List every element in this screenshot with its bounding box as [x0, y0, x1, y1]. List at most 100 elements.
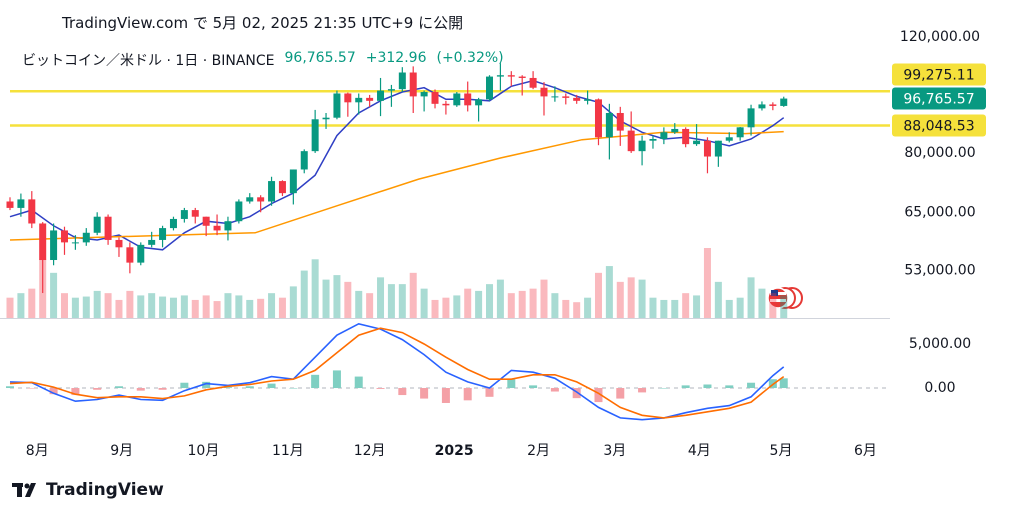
x-tick-label: 2月	[527, 443, 550, 459]
candle-body	[496, 75, 504, 77]
candle-body	[693, 140, 701, 145]
histogram-bar	[180, 382, 189, 389]
candle-body	[736, 127, 744, 138]
volume-bar	[780, 295, 788, 318]
candle-body	[660, 132, 668, 139]
flag-stripe	[770, 299, 786, 302]
histogram-bar	[747, 382, 756, 389]
volume-bar	[682, 293, 690, 318]
volume-bar	[115, 299, 123, 318]
candle-body	[573, 97, 581, 101]
histogram-bar	[550, 388, 559, 392]
histogram-bar	[659, 388, 668, 389]
candle-body	[137, 244, 145, 263]
volume-bar	[747, 277, 755, 318]
candle-body	[344, 93, 352, 103]
histogram-bar	[441, 388, 450, 403]
volume-bar	[28, 288, 36, 318]
volume-bar	[409, 272, 417, 318]
macd-line	[9, 322, 785, 421]
candle-body	[169, 218, 177, 229]
volume-bar	[213, 301, 221, 318]
volume-bar	[333, 275, 341, 318]
volume-bar	[584, 297, 592, 318]
volume-bar	[758, 288, 766, 318]
volume-bar	[551, 293, 559, 318]
volume-bar	[224, 293, 232, 318]
histogram-bar	[616, 388, 625, 399]
histogram-bar	[703, 384, 712, 389]
candle-body	[486, 76, 494, 100]
candle-body	[725, 137, 733, 141]
volume-bar	[148, 293, 156, 318]
candle-body	[747, 108, 755, 128]
volume-bar	[104, 293, 112, 318]
candle-body	[714, 140, 722, 157]
volume-bar	[180, 295, 188, 318]
volume-bar	[573, 302, 581, 318]
candle-body	[278, 181, 286, 194]
candle-body	[518, 76, 526, 78]
candle-body	[202, 216, 210, 226]
candle-body	[605, 112, 613, 138]
volume-bar	[496, 279, 504, 318]
volume-bar	[300, 270, 308, 318]
candle-body	[246, 197, 254, 202]
volume-bar	[507, 293, 515, 318]
volume-bar	[322, 279, 330, 318]
candle-body	[82, 232, 90, 243]
histogram-bar	[289, 388, 298, 389]
candle-body	[671, 128, 679, 133]
volume-bar	[638, 279, 646, 318]
x-tick-label: 6月	[854, 443, 877, 459]
volume-bar	[714, 281, 722, 318]
last-price: 96,765.57	[284, 50, 356, 66]
volume-bar	[486, 284, 494, 318]
volume-bar	[159, 296, 167, 318]
candle-body	[551, 96, 559, 98]
price-pane	[6, 63, 890, 318]
volume-bar	[464, 288, 472, 318]
candle-body	[104, 216, 112, 240]
price-change: +312.96	[365, 50, 427, 66]
volume-bar	[278, 297, 286, 318]
candle-body	[235, 201, 243, 222]
candle-body	[355, 97, 363, 103]
volume-bar	[703, 248, 711, 318]
histogram-bar	[529, 385, 538, 389]
volume-bar	[289, 286, 297, 318]
candle-body	[464, 93, 472, 106]
volume-bar	[649, 297, 657, 318]
volume-bar	[311, 259, 319, 318]
x-tick-label: 11月	[272, 443, 304, 459]
candle-body	[213, 225, 221, 231]
histogram-bar	[114, 386, 123, 389]
x-tick-label: 12月	[354, 443, 386, 459]
publish-header: TradingView.com で 5月 02, 2025 21:35 UTC+…	[62, 14, 464, 32]
histogram-bar	[245, 386, 254, 389]
symbol-row: ビットコイン／米ドル · 1日 · BINANCE 96,765.57 +312…	[22, 50, 504, 70]
candle-body	[431, 92, 439, 104]
candle-body	[115, 239, 123, 248]
x-tick-label: 4月	[688, 443, 711, 459]
volume-bar	[398, 284, 406, 318]
histogram-bar	[49, 388, 58, 395]
candle-body	[191, 210, 199, 217]
volume-bar	[660, 299, 668, 318]
volume-bar	[6, 297, 14, 318]
candle-body	[322, 117, 330, 120]
volume-bar	[725, 299, 733, 318]
volume-bar	[627, 277, 635, 318]
candle-body	[638, 140, 646, 152]
histogram-bar	[507, 379, 516, 389]
histogram-bar	[332, 370, 341, 389]
footer-logo: TradingView	[12, 480, 164, 500]
histogram-bar	[27, 388, 36, 389]
volume-bar	[17, 293, 25, 318]
volume-bar	[246, 299, 254, 318]
volume-bar	[344, 281, 352, 318]
candle-body	[268, 181, 276, 202]
candle-body	[17, 199, 25, 208]
volume-bar	[562, 299, 570, 318]
